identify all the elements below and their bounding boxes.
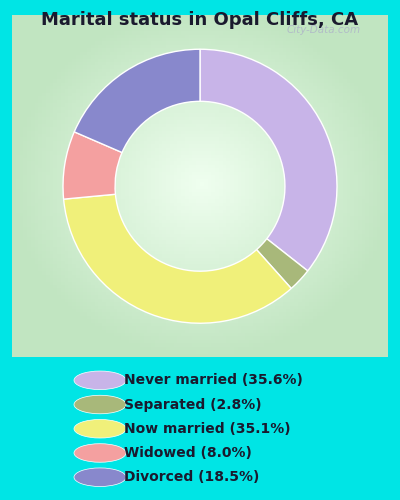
Wedge shape xyxy=(74,50,200,152)
Text: City-Data.com: City-Data.com xyxy=(287,26,361,36)
Text: Widowed (8.0%): Widowed (8.0%) xyxy=(124,446,252,460)
Wedge shape xyxy=(256,238,308,288)
Circle shape xyxy=(74,468,126,486)
Text: Separated (2.8%): Separated (2.8%) xyxy=(124,398,262,411)
Text: Marital status in Opal Cliffs, CA: Marital status in Opal Cliffs, CA xyxy=(42,11,358,29)
Circle shape xyxy=(74,371,126,390)
Wedge shape xyxy=(63,132,122,199)
Wedge shape xyxy=(64,194,291,323)
Wedge shape xyxy=(200,50,337,271)
Circle shape xyxy=(74,396,126,414)
Text: Never married (35.6%): Never married (35.6%) xyxy=(124,374,303,388)
Text: Now married (35.1%): Now married (35.1%) xyxy=(124,422,291,436)
Text: Divorced (18.5%): Divorced (18.5%) xyxy=(124,470,259,484)
Circle shape xyxy=(74,420,126,438)
Circle shape xyxy=(74,444,126,462)
